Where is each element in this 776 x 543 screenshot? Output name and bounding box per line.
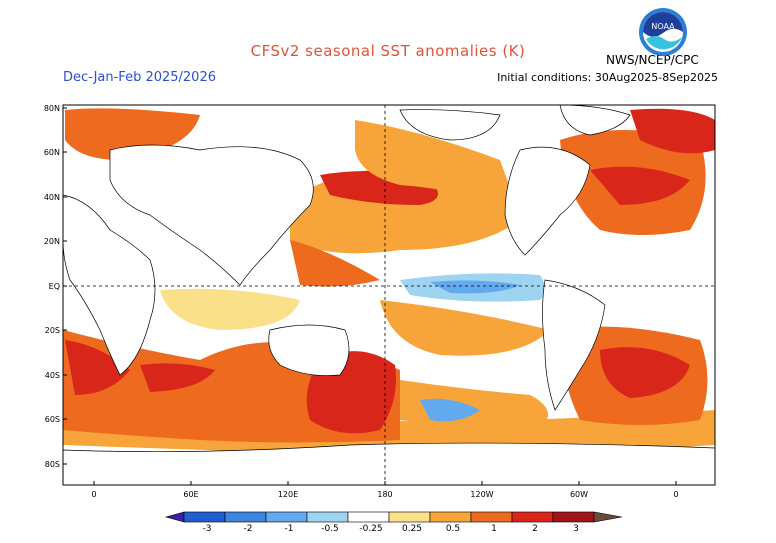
colorbar-swatch (388, 511, 431, 523)
lat-tick-label: 60N (44, 148, 60, 157)
anomaly-field (63, 105, 715, 485)
agency-label: NWS/NCEP/CPC (606, 53, 699, 67)
lat-tick-label: 80S (45, 460, 60, 469)
colorbar-swatch (183, 511, 226, 523)
map-title: CFSv2 seasonal SST anomalies (K) (250, 42, 526, 60)
colorbar-swatch (429, 511, 472, 523)
lon-tick-label: 120W (470, 490, 493, 499)
lat-tick-label: 40N (44, 193, 60, 202)
colorbar-swatch (265, 511, 308, 523)
logo-lettering: NOAA (651, 22, 675, 31)
map-frame (62, 104, 716, 486)
colorbar-swatch (511, 511, 554, 523)
lon-tick-label: 0 (673, 490, 678, 499)
colorbar-label: 0.5 (446, 524, 460, 534)
colorbar-swatch (552, 511, 595, 523)
colorbar-label: -0.5 (321, 524, 339, 534)
colorbar-label: 1 (491, 524, 497, 534)
colorbar-swatch (224, 511, 267, 523)
lat-tick-label: 40S (45, 371, 60, 380)
lat-tick-label: 20S (45, 326, 60, 335)
colorbar-label: -2 (244, 524, 253, 534)
lon-tick-label: 60W (570, 490, 588, 499)
lat-tick-label: 20N (44, 237, 60, 246)
latitude-ticks: 80N 60N 40N 20N EQ 20S 40S 60S 80S (44, 104, 67, 469)
lat-tick-label: 80N (44, 104, 60, 113)
lon-tick-label: 0 (91, 490, 96, 499)
colorbar-swatch (306, 511, 349, 523)
lon-tick-label: 120E (278, 490, 298, 499)
colorbar-label: -1 (285, 524, 294, 534)
lat-tick-label: 60S (45, 415, 60, 424)
colorbar-label: -0.25 (359, 524, 382, 534)
noaa-logo: NOAA (639, 8, 687, 56)
colorbar-label: -3 (203, 524, 212, 534)
colorbar-label: 2 (532, 524, 538, 534)
colorbar: -3 -2 -1 -0.5 -0.25 0.25 0.5 1 2 3 (164, 511, 623, 534)
lon-tick-label: 60E (183, 490, 198, 499)
colorbar-label: 0.25 (402, 524, 422, 534)
colorbar-label: 3 (573, 524, 579, 534)
initial-conditions: Initial conditions: 30Aug2025-8Sep2025 (497, 71, 718, 84)
forecast-period: Dec-Jan-Feb 2025/2026 (63, 70, 216, 85)
longitude-ticks: 0 60E 120E 180 120W 60W 0 (91, 481, 679, 499)
lon-tick-label: 180 (377, 490, 392, 499)
colorbar-swatch (470, 511, 513, 523)
colorbar-swatch (593, 511, 623, 523)
lat-tick-label: EQ (49, 282, 60, 291)
colorbar-swatch (347, 511, 390, 523)
continent-outlines (63, 105, 715, 485)
colorbar-swatch (164, 511, 185, 523)
